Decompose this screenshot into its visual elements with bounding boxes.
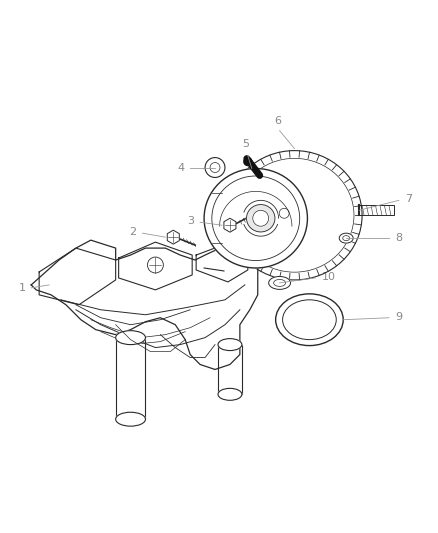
Ellipse shape xyxy=(218,389,242,400)
Circle shape xyxy=(205,158,225,177)
Text: 5: 5 xyxy=(242,139,249,149)
Circle shape xyxy=(253,211,268,226)
Polygon shape xyxy=(31,240,258,369)
Ellipse shape xyxy=(204,168,307,268)
Circle shape xyxy=(279,208,289,218)
Circle shape xyxy=(244,158,252,166)
Text: 2: 2 xyxy=(129,227,137,237)
Ellipse shape xyxy=(218,338,242,351)
Text: 8: 8 xyxy=(395,233,402,243)
Text: 9: 9 xyxy=(395,312,402,322)
Text: 3: 3 xyxy=(187,216,194,226)
Ellipse shape xyxy=(339,233,353,243)
Ellipse shape xyxy=(276,294,343,345)
Ellipse shape xyxy=(116,330,145,345)
Ellipse shape xyxy=(116,412,145,426)
Text: 7: 7 xyxy=(405,195,412,204)
Text: 6: 6 xyxy=(274,116,281,126)
Ellipse shape xyxy=(227,151,362,280)
Ellipse shape xyxy=(247,205,275,232)
Text: 1: 1 xyxy=(19,283,26,293)
Text: 10: 10 xyxy=(321,272,336,282)
Text: 4: 4 xyxy=(177,163,184,173)
Ellipse shape xyxy=(268,277,290,289)
Circle shape xyxy=(148,257,163,273)
